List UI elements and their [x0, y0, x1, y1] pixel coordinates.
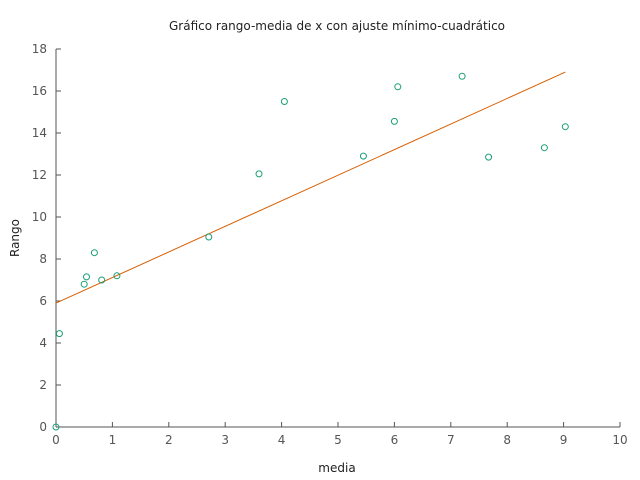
x-tick-label: 10 [612, 433, 627, 447]
data-point [205, 233, 213, 241]
y-tick-label: 12 [32, 168, 47, 182]
data-point [80, 280, 88, 288]
y-tick-label: 18 [32, 42, 47, 56]
data-point [359, 152, 367, 160]
data-point [280, 98, 288, 105]
points-layer [52, 72, 569, 431]
y-tick-label: 4 [39, 336, 47, 350]
x-tick-label: 4 [278, 433, 286, 447]
data-point [394, 83, 402, 91]
x-tick-label: 1 [109, 433, 117, 447]
x-axis-title: media [318, 461, 355, 475]
least-squares-fit-line [55, 71, 566, 304]
y-tick-label: 6 [39, 294, 47, 308]
x-tick-label: 6 [391, 433, 399, 447]
fit-layer [55, 71, 566, 304]
x-tick-label: 8 [503, 433, 511, 447]
data-point [561, 123, 569, 131]
data-point [52, 423, 60, 431]
x-tick-label: 2 [165, 433, 173, 447]
data-point [255, 170, 263, 178]
data-point [90, 249, 98, 257]
data-point [113, 272, 121, 280]
chart-title: Gráfico rango-media de x con ajuste míni… [169, 19, 505, 33]
data-point [98, 276, 106, 284]
x-tick-label: 3 [221, 433, 229, 447]
y-tick-label: 2 [39, 378, 47, 392]
data-point [390, 117, 398, 125]
x-tick-label: 5 [334, 433, 342, 447]
y-tick-label: 14 [32, 126, 47, 140]
x-tick-label: 0 [52, 433, 60, 447]
data-point [485, 153, 493, 161]
x-tick-label: 7 [447, 433, 455, 447]
x-tick-label: 9 [560, 433, 568, 447]
data-point [540, 144, 548, 152]
y-tick-label: 0 [39, 420, 47, 434]
y-axis-title: Rango [8, 219, 22, 257]
data-point [458, 72, 466, 80]
y-tick-label: 8 [39, 252, 47, 266]
data-point [55, 330, 63, 338]
y-tick-label: 16 [32, 84, 47, 98]
y-tick-label: 10 [32, 210, 47, 224]
data-point [83, 273, 90, 281]
